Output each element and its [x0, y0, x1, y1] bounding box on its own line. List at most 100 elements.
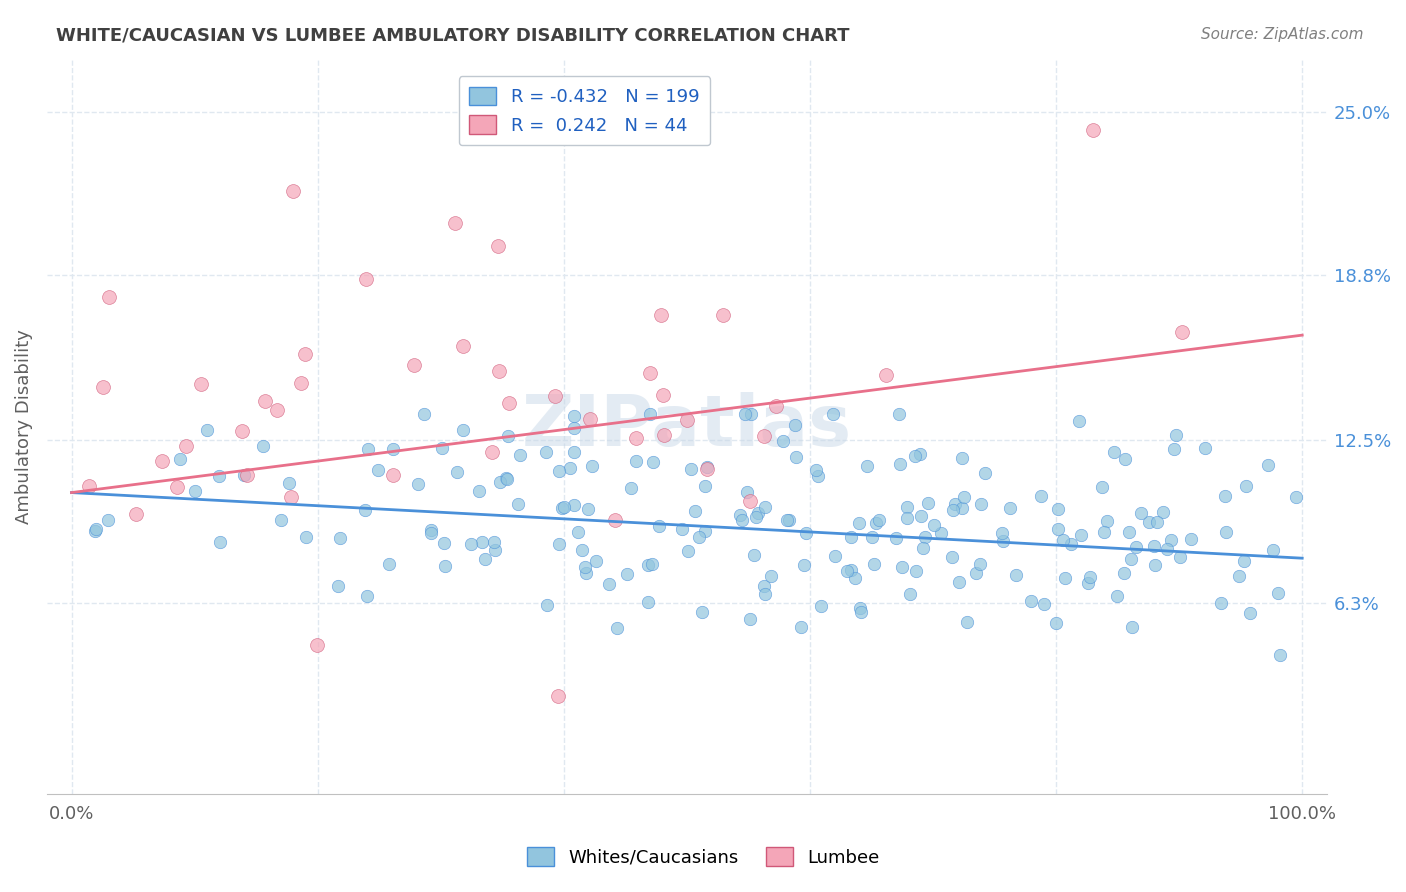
Point — [451, 339, 474, 353]
Point — [444, 216, 467, 230]
Point — [1268, 648, 1291, 663]
Point — [1284, 490, 1306, 504]
Point — [481, 444, 503, 458]
Point — [536, 599, 558, 613]
Point — [1213, 488, 1236, 502]
Point — [637, 595, 659, 609]
Text: ZIPatlas: ZIPatlas — [522, 392, 852, 461]
Point — [865, 516, 887, 531]
Point — [922, 518, 945, 533]
Point — [1164, 428, 1187, 442]
Point — [495, 471, 517, 485]
Legend: Whites/Caucasians, Lumbee: Whites/Caucasians, Lumbee — [519, 840, 887, 874]
Point — [1143, 558, 1166, 572]
Point — [354, 272, 377, 286]
Point — [637, 558, 659, 573]
Point — [752, 429, 775, 443]
Point — [382, 468, 405, 483]
Point — [970, 497, 993, 511]
Point — [294, 347, 316, 361]
Point — [1031, 489, 1053, 503]
Point — [991, 525, 1014, 540]
Point — [896, 511, 918, 525]
Point — [711, 308, 734, 322]
Point — [887, 407, 910, 421]
Point — [856, 459, 879, 474]
Point — [695, 524, 717, 538]
Point — [377, 558, 399, 572]
Point — [693, 479, 716, 493]
Point — [209, 535, 232, 549]
Point — [281, 184, 304, 198]
Point — [728, 508, 751, 523]
Point — [1152, 505, 1174, 519]
Point — [738, 612, 761, 626]
Point — [790, 620, 813, 634]
Point — [169, 452, 191, 467]
Point — [1070, 528, 1092, 542]
Point — [381, 442, 404, 457]
Point — [544, 389, 567, 403]
Point — [839, 530, 862, 544]
Point — [620, 481, 643, 495]
Point — [562, 421, 585, 435]
Point — [891, 559, 914, 574]
Point — [998, 500, 1021, 515]
Point — [1052, 533, 1074, 547]
Point — [1180, 533, 1202, 547]
Point — [562, 409, 585, 423]
Point — [759, 569, 782, 583]
Point — [603, 513, 626, 527]
Point — [550, 501, 572, 516]
Point — [776, 513, 799, 527]
Point — [254, 393, 277, 408]
Point — [912, 541, 935, 556]
Point — [578, 412, 600, 426]
Point — [404, 358, 426, 372]
Point — [420, 523, 443, 537]
Point — [731, 513, 754, 527]
Point — [295, 530, 318, 544]
Point — [1121, 620, 1143, 634]
Point — [950, 451, 973, 466]
Point — [1160, 533, 1182, 548]
Point — [1081, 123, 1104, 137]
Point — [1257, 458, 1279, 473]
Point — [910, 508, 932, 523]
Point — [1114, 452, 1136, 467]
Point — [754, 587, 776, 601]
Point — [740, 407, 762, 421]
Point — [696, 459, 718, 474]
Point — [84, 524, 107, 538]
Point — [754, 500, 776, 515]
Point — [547, 537, 569, 551]
Point — [1092, 525, 1115, 540]
Point — [508, 497, 530, 511]
Point — [598, 576, 620, 591]
Point — [486, 239, 509, 253]
Point — [79, 478, 101, 492]
Point — [969, 557, 991, 571]
Point — [905, 564, 928, 578]
Point — [679, 462, 702, 476]
Point — [183, 484, 205, 499]
Point — [231, 424, 253, 438]
Point — [1146, 515, 1168, 529]
Point — [558, 460, 581, 475]
Point — [1234, 479, 1257, 493]
Point — [432, 442, 454, 456]
Point — [575, 566, 598, 581]
Point — [553, 500, 575, 515]
Point — [765, 399, 787, 413]
Point — [1077, 576, 1099, 591]
Point — [488, 363, 510, 377]
Point — [576, 502, 599, 516]
Point — [482, 534, 505, 549]
Text: WHITE/CAUCASIAN VS LUMBEE AMBULATORY DISABILITY CORRELATION CHART: WHITE/CAUCASIAN VS LUMBEE AMBULATORY DIS… — [56, 27, 849, 45]
Point — [280, 490, 302, 504]
Point — [917, 496, 939, 510]
Point — [823, 407, 845, 421]
Point — [929, 526, 952, 541]
Point — [1033, 597, 1056, 611]
Point — [498, 396, 520, 410]
